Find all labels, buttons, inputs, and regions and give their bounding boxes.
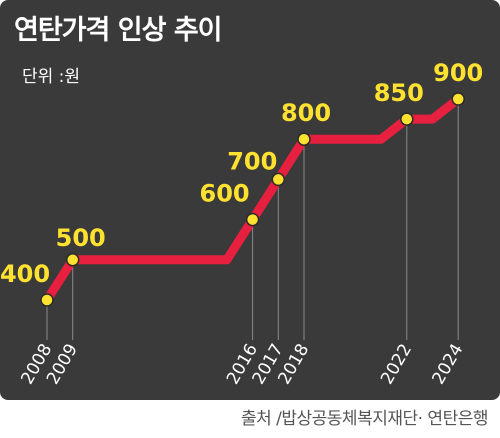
- value-label-2024: 900: [433, 59, 483, 87]
- value-label-2022: 850: [374, 79, 424, 107]
- value-label-2016: 600: [200, 180, 250, 208]
- x-tick-label-2022: 2022: [377, 341, 416, 388]
- data-point-2017: [271, 172, 286, 187]
- chart-title: 연탄가격 인상 추이: [14, 15, 223, 46]
- data-point-2018: [297, 132, 311, 146]
- x-tick-label-2024: 2024: [429, 341, 468, 388]
- chart-panel: 연탄가격 인상 추이 단위 :원 400 500 600 700 800 850 900 20…: [0, 0, 500, 400]
- source-credit: 출처 /밥상공동체복지재단· 연탄은행: [240, 409, 489, 429]
- series-line: [42, 94, 463, 305]
- data-point-2009: [65, 253, 80, 267]
- data-point-2024: [451, 92, 465, 106]
- data-point-2008: [40, 293, 54, 307]
- value-label-2017: 700: [227, 147, 277, 175]
- unit-label: 단위 :원: [22, 67, 81, 87]
- value-label-2018: 800: [281, 99, 331, 127]
- data-point-2016: [245, 212, 260, 227]
- data-point-2022: [400, 112, 414, 126]
- value-label-2008: 400: [0, 260, 50, 288]
- value-label-2009: 500: [56, 224, 106, 252]
